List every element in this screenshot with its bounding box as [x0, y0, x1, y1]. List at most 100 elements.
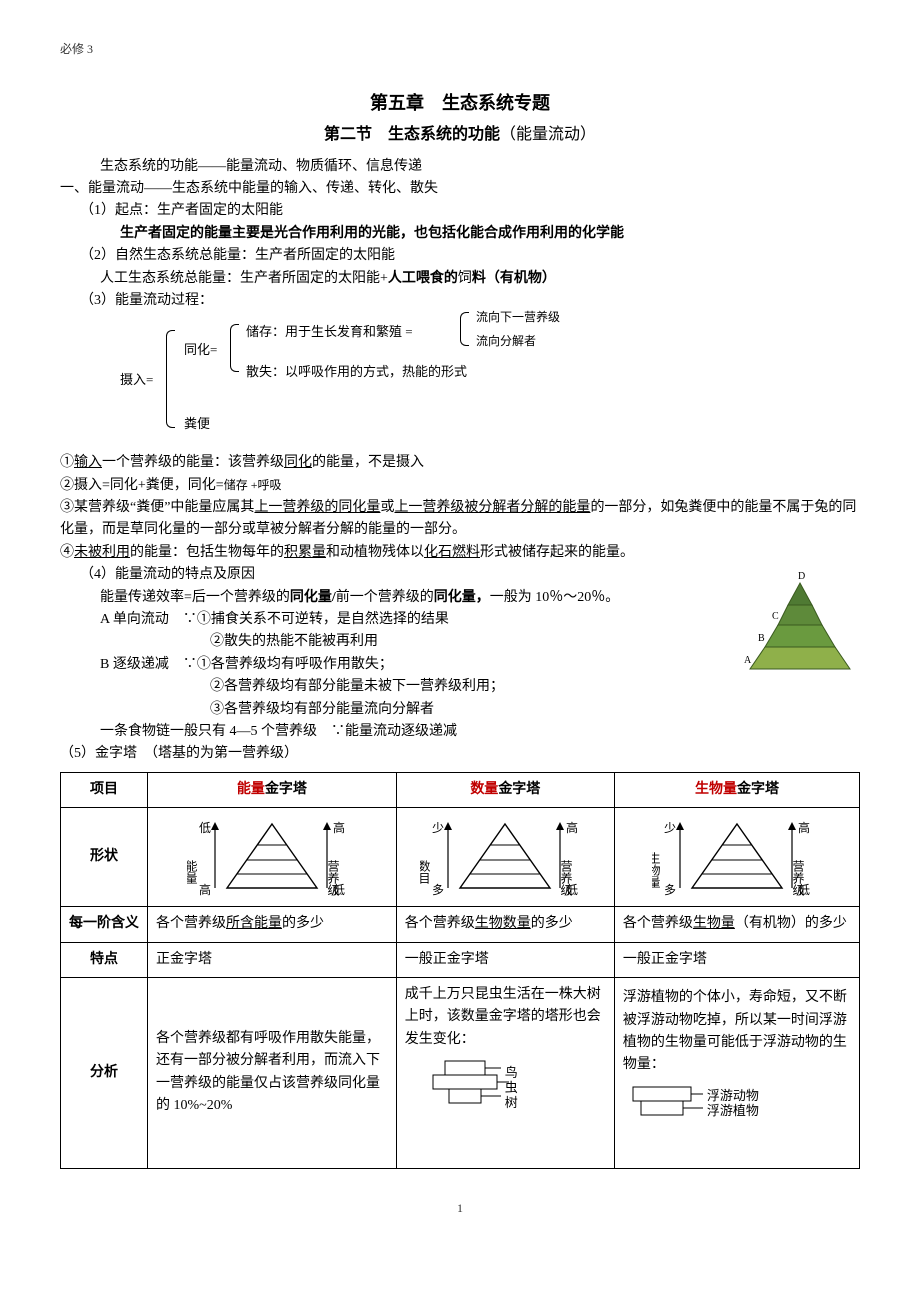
p2-line2-a: 人工生态系统总能量：生产者所固定的太阳能+ — [100, 271, 388, 286]
table-row-shape: 形状 低 能量 高 高 营养级 低 — [61, 808, 860, 907]
row-feature-label: 特点 — [61, 942, 148, 977]
brace-icon — [230, 324, 239, 372]
lvl-insect: 虫 — [505, 1080, 706, 1095]
n4g: 形式被储存起来的能量。 — [480, 545, 634, 560]
note-1: ①输入一个营养级的能量：该营养级同化的能量，不是摄入 — [60, 452, 860, 474]
th-number: 数量金字塔 — [396, 772, 614, 807]
axis-left-bot: 高 — [199, 882, 211, 897]
table-row-meaning: 每一阶含义 各个营养级所含能量的多少 各个营养级生物数量的多少 各个营养级生物量… — [61, 907, 860, 942]
p2-line2-c: 饲 — [458, 271, 472, 286]
th-energy-black: 金字塔 — [265, 782, 307, 797]
chapter-title: 第五章 生态系统专题 — [60, 89, 860, 118]
n3b: 上一营养级的同化量 — [254, 500, 380, 515]
th-biomass: 生物量金字塔 — [614, 772, 859, 807]
row-analysis-label: 分析 — [61, 977, 148, 1168]
th-number-red: 数量 — [470, 782, 498, 797]
row-shape-label: 形状 — [61, 808, 148, 907]
axis-right-bot: 低 — [333, 883, 345, 897]
p4c: 前一个营养级的 — [336, 590, 434, 605]
n2: ②摄入=同化+粪便，同化= — [60, 478, 224, 493]
inverted-pyramid-number: 鸟 虫 树 — [405, 1057, 606, 1162]
axis2-right-top: 高 — [566, 820, 578, 835]
axis3-right-top: 高 — [798, 820, 810, 835]
note-2: ②摄入=同化+粪便，同化=储存 +呼吸 — [60, 475, 860, 497]
meaning-energy: 各个营养级所含能量的多少 — [148, 907, 397, 942]
note-4: ④未被利用的能量：包括生物每年的积累量和动植物残体以化石燃料形式被储存起来的能量… — [60, 542, 860, 564]
topic-line: 一、能量流动——生态系统中能量的输入、传递、转化、散失 — [60, 178, 860, 200]
p5-label: （5）金字塔 （塔基的为第一营养级） — [60, 743, 860, 765]
p1-label: （1）起点：生产者固定的太阳能 — [80, 200, 860, 222]
header-course: 必修 3 — [60, 40, 860, 59]
pyramid-label-b: B — [758, 633, 765, 644]
n4b: 未被利用 — [74, 545, 130, 560]
n3a: ③某营养级“粪便”中能量应属其 — [60, 500, 254, 515]
analysis-biomass-text: 浮游植物的个体小，寿命短，又不断被浮游动物吃掉，所以某一时间浮游植物的生物量可能… — [623, 987, 851, 1077]
axis3-right-bot: 低 — [798, 883, 810, 897]
p3-label: （3）能量流动过程： — [80, 290, 860, 312]
m1a: 各个营养级 — [156, 916, 226, 931]
n3c: 或 — [380, 500, 394, 515]
lvl-bird: 鸟 — [505, 1065, 706, 1080]
chain-line: 一条食物链一般只有 4—5 个营养级 ∵能量流动逐级递减 — [100, 721, 860, 743]
triangle-biomass-icon: 少 生物量 多 高 营养级 低 — [652, 814, 822, 900]
axis2-left-top: 少 — [432, 821, 444, 835]
axis3-left-mid: 生物量 — [652, 852, 661, 888]
pyramids-table: 项目 能量金字塔 数量金字塔 生物量金字塔 形状 低 能量 高 — [60, 772, 860, 1169]
shape-energy: 低 能量 高 高 营养级 低 — [148, 808, 397, 907]
brace-icon — [460, 312, 469, 346]
tree-root: 摄入= — [120, 370, 153, 391]
p1-bold: 生产者固定的能量主要是光合作用利用的光能，也包括化能合成作用利用的化学能 — [120, 223, 860, 245]
axis-left-top: 低 — [199, 821, 211, 835]
intro-line: 生态系统的功能——能量流动、物质循环、信息传递 — [100, 156, 860, 178]
n1a: ① — [60, 455, 74, 470]
axis-left-mid: 能量 — [187, 860, 198, 884]
n3d: 上一营养级被分解者分解的能量 — [394, 500, 590, 515]
axis3-left-top: 少 — [664, 821, 676, 835]
pyramid-label-a: A — [744, 655, 752, 666]
n4a: ④ — [60, 545, 74, 560]
section-title-main: 第二节 生态系统的功能 — [324, 126, 500, 143]
triangle-energy-icon: 低 能量 高 高 营养级 低 — [187, 814, 357, 900]
n2s: 储存 +呼吸 — [224, 478, 282, 492]
p4b: 同化量/ — [290, 590, 336, 605]
pyramid-icon: A B C D — [740, 569, 860, 679]
pyramid-label-d: D — [798, 571, 805, 582]
m3a: 各个营养级 — [623, 916, 693, 931]
tree-branch2: 粪便 — [184, 414, 210, 435]
n1e: 的能量，不是摄入 — [312, 455, 424, 470]
feature-number: 一般正金字塔 — [396, 942, 614, 977]
lvl-phytoplankton: 浮游植物 — [707, 1103, 920, 1118]
energy-tree: 摄入= 同化= 储存：用于生长发育和繁殖 = 流向下一营养级 流向分解者 散失：… — [120, 322, 860, 442]
triangle-number-icon: 少 数目 多 高 营养级 低 — [420, 814, 590, 900]
B-line3: ③各营养级均有部分能量流向分解者 — [210, 699, 860, 721]
meaning-biomass: 各个营养级生物量（有机物）的多少 — [614, 907, 859, 942]
n1b: 输入 — [74, 455, 102, 470]
n4f: 化石燃料 — [424, 545, 480, 560]
tree-b1a2: 流向分解者 — [476, 332, 536, 351]
analysis-number-text: 成千上万只昆虫生活在一株大树上时，该数量金字塔的塔形也会发生变化： — [405, 984, 606, 1051]
lvl-tree: 树 — [505, 1095, 706, 1110]
axis2-right-bot: 低 — [566, 883, 578, 897]
th-biomass-red: 生物量 — [695, 782, 737, 797]
pyramid-label-c: C — [772, 611, 779, 622]
page-number: 1 — [60, 1199, 860, 1218]
n4c: 的能量：包括生物每年的 — [130, 545, 284, 560]
feature-biomass: 一般正金字塔 — [614, 942, 859, 977]
brace-icon — [166, 330, 175, 428]
p2-line1: （2）自然生态系统总能量：生产者所固定的太阳能 — [80, 245, 860, 267]
m2a: 各个营养级 — [405, 916, 475, 931]
th-energy-red: 能量 — [237, 782, 265, 797]
p4d: 同化量， — [434, 590, 490, 605]
analysis-number: 成千上万只昆虫生活在一株大树上时，该数量金字塔的塔形也会发生变化： 鸟 虫 树 — [396, 977, 614, 1168]
p4a: 能量传递效率=后一个营养级的 — [100, 590, 290, 605]
th-item: 项目 — [61, 772, 148, 807]
th-number-black: 金字塔 — [498, 782, 540, 797]
m2u: 生物数量 — [475, 916, 531, 931]
th-energy: 能量金字塔 — [148, 772, 397, 807]
lvl-zooplankton: 浮游动物 — [707, 1088, 920, 1103]
p4e: 一般为 10％～20％。 — [490, 590, 620, 605]
tree-branch1: 同化= — [184, 340, 217, 361]
meaning-number: 各个营养级生物数量的多少 — [396, 907, 614, 942]
ecology-pyramid-illustration: A B C D — [740, 569, 860, 687]
tree-b1a1: 流向下一营养级 — [476, 308, 560, 327]
